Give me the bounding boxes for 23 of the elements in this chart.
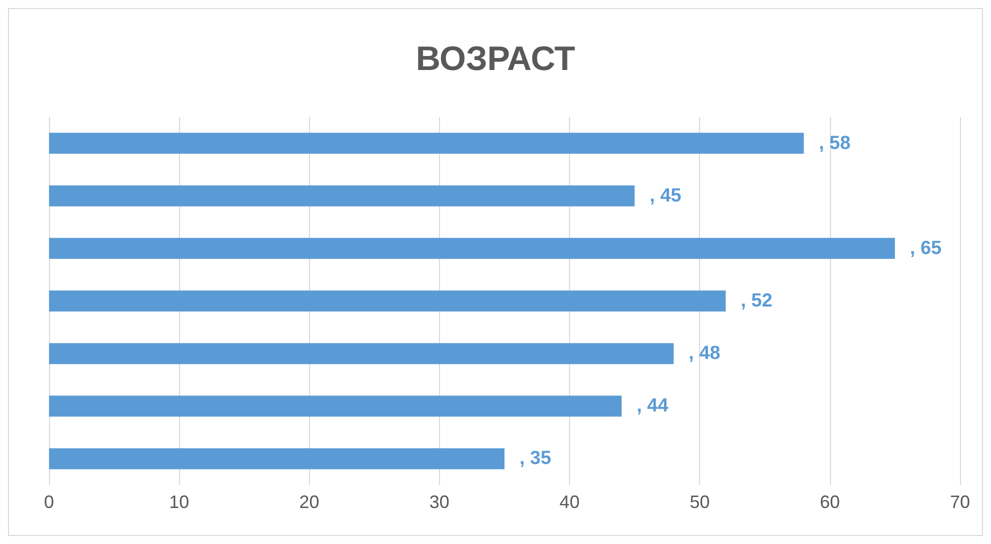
bar [49,132,804,154]
bar [49,290,726,312]
bar [49,396,622,417]
data-label: , 35 [520,448,552,470]
bar [49,448,504,470]
x-tick-label: 50 [690,492,710,512]
bar [49,185,635,206]
x-tick-label: 40 [560,492,580,512]
x-tick-label: 0 [44,492,54,512]
x-tick-label: 20 [299,492,320,512]
x-tick-label: 60 [820,492,840,512]
data-label: , 52 [740,290,772,312]
bar [49,343,674,364]
data-label: , 58 [818,132,851,154]
data-label: , 48 [688,343,720,364]
data-label: , 45 [650,185,682,206]
x-tick-label: 70 [950,492,970,512]
x-tick-label: 30 [429,492,450,512]
bar [49,238,895,259]
x-tick-label: 10 [169,492,190,512]
data-label: , 44 [636,396,669,417]
data-label: , 65 [910,238,942,259]
chart-title: ВОЗРАСТ [416,40,576,78]
